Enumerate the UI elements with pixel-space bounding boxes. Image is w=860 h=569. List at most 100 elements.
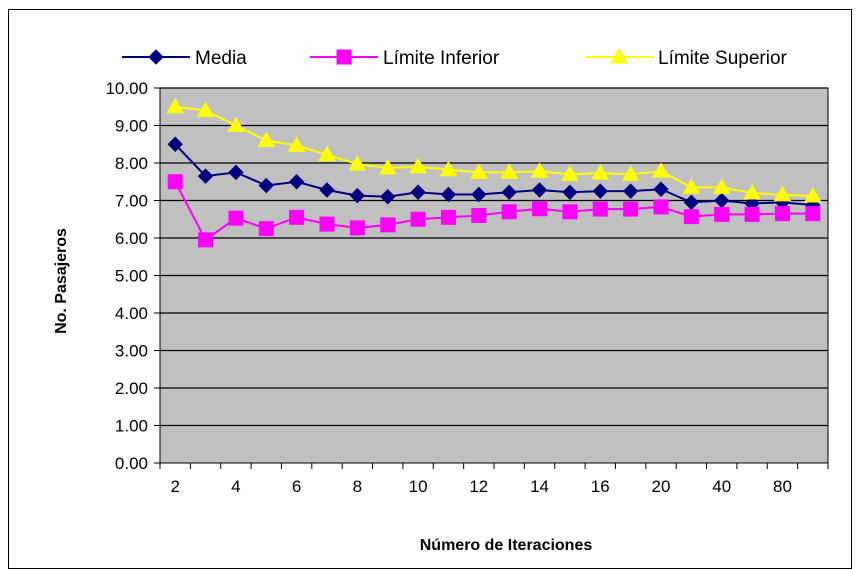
data-point: [287, 136, 306, 152]
data-point: [288, 174, 305, 190]
x-tick-label: 40: [712, 477, 731, 496]
x-tick-label: 10: [409, 477, 428, 496]
data-point: [773, 185, 792, 202]
data-point: [380, 189, 396, 205]
legend: Media Límite Inferior Límite Superior: [122, 47, 788, 69]
series-3: [166, 97, 822, 203]
data-point: [803, 186, 822, 203]
data-point: [591, 164, 610, 180]
y-tick-label: 8.00: [115, 154, 148, 173]
y-tick-label: 1.00: [115, 417, 148, 436]
data-point: [349, 187, 366, 204]
y-tick-label: 9.00: [115, 117, 148, 136]
data-point: [561, 165, 579, 181]
x-tick-label: 4: [231, 477, 240, 496]
data-point: [500, 163, 519, 179]
y-tick-label: 0.00: [115, 454, 148, 473]
data-point: [380, 217, 396, 233]
data-point: [440, 186, 457, 203]
x-tick-label: 16: [591, 477, 610, 496]
series-line: [174, 181, 813, 242]
data-point: [228, 164, 244, 181]
y-tick-label: 10.00: [105, 79, 148, 98]
data-point: [439, 160, 458, 177]
y-tick-label: 7.00: [115, 192, 148, 211]
x-tick-label: 2: [170, 477, 179, 496]
legend-label: Media: [195, 48, 247, 69]
x-axis-ticks: 2 4 6 8 10 12 14 16 20 40 80: [159, 463, 829, 496]
data-point: [167, 136, 183, 152]
data-point: [289, 209, 305, 225]
data-point: [409, 157, 427, 174]
legend-label: Límite Superior: [658, 48, 788, 69]
x-tick-label: 12: [469, 477, 488, 496]
data-point: [319, 216, 335, 232]
x-tick-label: 20: [652, 477, 671, 496]
data-point: [378, 158, 397, 175]
series-2: [167, 174, 821, 248]
data-point: [501, 204, 517, 220]
data-point: [227, 116, 245, 132]
data-point: [530, 162, 549, 178]
series-line: [175, 105, 813, 197]
legend-marker: [148, 49, 164, 65]
data-point: [471, 208, 487, 223]
data-point: [501, 184, 517, 200]
y-tick-label: 3.00: [115, 342, 148, 361]
y-tick-label: 5.00: [115, 267, 148, 286]
data-point: [228, 210, 244, 226]
data-point: [712, 178, 731, 194]
data-point: [743, 183, 761, 200]
y-axis-title: No. Pasajeros: [53, 228, 70, 334]
y-axis-ticks: 0.00 1.00 2.00 3.00 4.00 5.00 6.00 7.00 8.00 9.00…: [105, 79, 160, 473]
data-point: [562, 204, 578, 220]
data-point: [653, 199, 669, 215]
data-point: [318, 145, 336, 162]
plot-area: [159, 87, 829, 464]
data-point: [469, 163, 488, 179]
data-point: [197, 168, 214, 184]
data-point: [348, 155, 367, 171]
data-point: [319, 182, 335, 198]
data-point: [531, 182, 548, 198]
x-tick-label: 80: [773, 477, 792, 496]
y-tick-label: 2.00: [115, 379, 148, 398]
data-point: [653, 181, 669, 197]
data-point: [410, 211, 426, 227]
data-point: [562, 184, 578, 200]
data-point: [592, 201, 608, 217]
x-tick-label: 8: [353, 477, 362, 496]
series-layer: [166, 97, 822, 248]
data-point: [167, 174, 183, 190]
data-point: [683, 209, 699, 225]
data-point: [257, 131, 276, 147]
data-point: [196, 101, 215, 117]
data-point: [744, 206, 760, 222]
data-point: [532, 201, 548, 217]
x-axis-title: Número de Iteraciones: [420, 537, 593, 554]
legend-marker: [336, 49, 352, 65]
data-point: [682, 178, 701, 194]
data-point: [166, 97, 185, 114]
data-point: [621, 165, 640, 181]
data-point: [198, 232, 214, 248]
y-tick-label: 6.00: [115, 229, 148, 248]
data-point: [622, 183, 639, 199]
data-point: [349, 220, 365, 236]
legend-marker: [610, 47, 628, 64]
data-point: [258, 177, 274, 194]
data-point: [440, 209, 456, 225]
x-tick-label: 6: [292, 477, 301, 496]
data-point: [623, 201, 639, 217]
x-tick-label: 14: [530, 477, 549, 496]
data-point: [714, 206, 730, 222]
y-tick-label: 4.00: [115, 304, 148, 323]
data-point: [410, 184, 426, 200]
data-point: [805, 206, 821, 222]
data-point: [471, 186, 487, 203]
data-point: [258, 221, 274, 237]
data-point: [592, 183, 608, 199]
legend-label: Límite Inferior: [383, 48, 500, 69]
data-point: [774, 206, 790, 222]
